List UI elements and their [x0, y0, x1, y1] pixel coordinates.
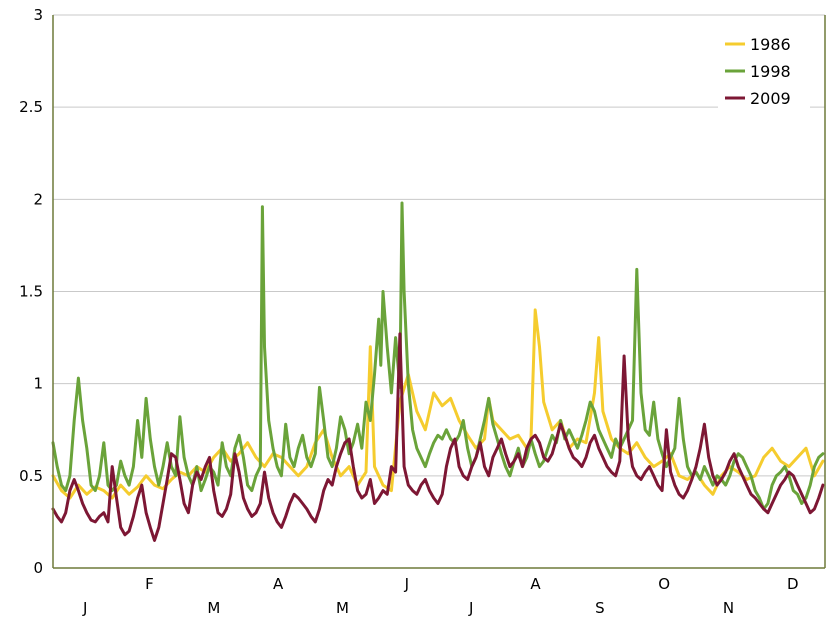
- x-tick-label: J: [82, 599, 87, 617]
- y-tick-label: 0: [33, 559, 43, 577]
- x-tick-label: F: [145, 575, 154, 593]
- x-tick-label: D: [787, 575, 799, 593]
- y-tick-label: 2: [33, 190, 43, 208]
- y-tick-label: 0.5: [19, 467, 43, 485]
- y-tick-label: 2.5: [19, 98, 43, 116]
- y-axis-ticks: 0 0.5 1 1.5 2 2.5 3: [19, 6, 43, 577]
- x-tick-label: S: [595, 599, 605, 617]
- legend: 1986 1998 2009: [718, 30, 810, 116]
- y-tick-label: 1: [33, 375, 43, 393]
- x-tick-label: O: [658, 575, 670, 593]
- x-tick-label: J: [468, 599, 473, 617]
- x-tick-label: A: [530, 575, 541, 593]
- x-tick-label: M: [336, 599, 349, 617]
- legend-label: 1986: [750, 35, 791, 54]
- series-lines: [51, 201, 825, 542]
- legend-label: 1998: [750, 62, 791, 81]
- x-tick-label: M: [207, 599, 220, 617]
- y-tick-label: 1.5: [19, 283, 43, 301]
- series-line-2009: [51, 332, 825, 542]
- legend-label: 2009: [750, 89, 791, 108]
- x-tick-label: A: [273, 575, 284, 593]
- y-tick-label: 3: [33, 6, 43, 24]
- gridlines: [53, 14, 825, 477]
- x-tick-label: J: [404, 575, 409, 593]
- x-axis-ticks: J F M A M J J A S O N D: [82, 575, 799, 617]
- x-tick-label: N: [723, 599, 734, 617]
